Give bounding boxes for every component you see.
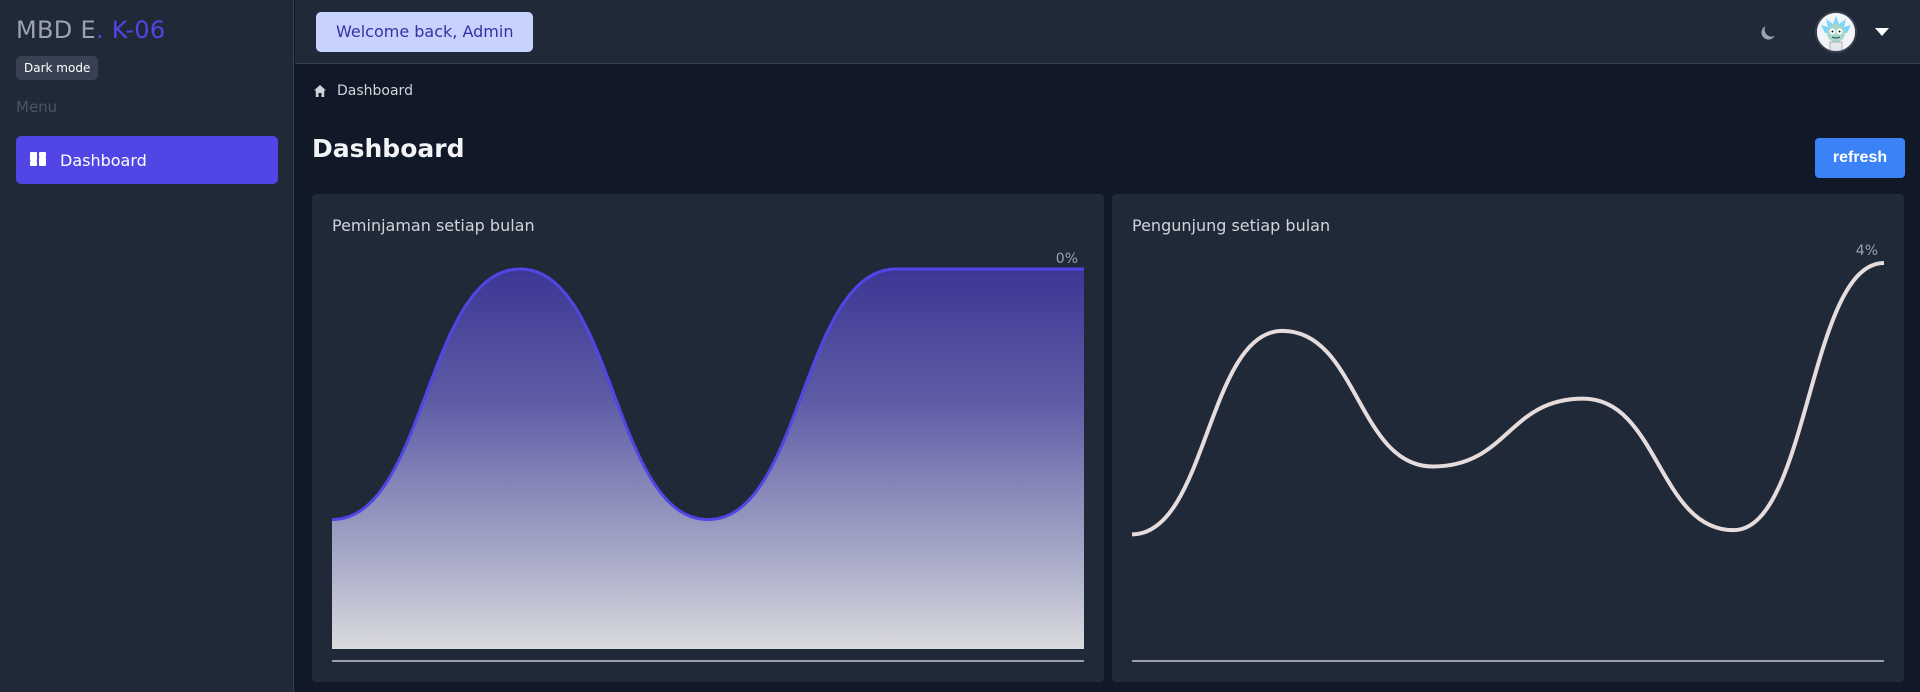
breadcrumb-current[interactable]: Dashboard [337,83,413,99]
area-fill [332,269,1084,649]
sidebar-item-dashboard[interactable]: Dashboard [16,136,278,184]
dark-mode-badge: Dark mode [16,56,99,80]
moon-icon[interactable] [1759,22,1779,42]
caret-down-icon[interactable] [1875,28,1889,36]
top-bar: Welcome back, Admin [295,0,1920,64]
home-icon[interactable] [313,84,327,98]
sidebar-item-label: Dashboard [60,150,147,170]
sidebar: MBD E. K-06 Dark mode Menu Dashboard [0,0,294,692]
welcome-banner: Welcome back, Admin [316,12,534,52]
series-line [331,267,1084,522]
percentage-label: 4% [1856,243,1878,259]
breadcrumb: Dashboard [313,83,413,99]
page-title: Dashboard [312,134,465,163]
brand-name: MBD E [16,16,96,44]
line-chart: 4% [1131,243,1885,662]
refresh-button[interactable]: refresh [1815,138,1905,178]
app-brand[interactable]: MBD E. K-06 [16,16,165,44]
chart-title: Peminjaman setiap bulan [332,216,535,235]
brand-code: . K-06 [95,16,166,44]
menu-section-label: Menu [16,98,58,116]
avatar-icon [1817,13,1855,51]
percentage-label: 0% [1056,251,1078,267]
avatar[interactable] [1815,11,1857,53]
chart-title: Pengunjung setiap bulan [1132,216,1331,235]
series-line [1131,261,1885,537]
dashboard-icon [30,152,46,168]
chart-card-borrowing: Peminjaman setiap bulan 0% [312,194,1104,682]
area-chart: 0% [331,251,1084,662]
chart-card-visitors: Pengunjung setiap bulan 4% [1112,194,1904,682]
